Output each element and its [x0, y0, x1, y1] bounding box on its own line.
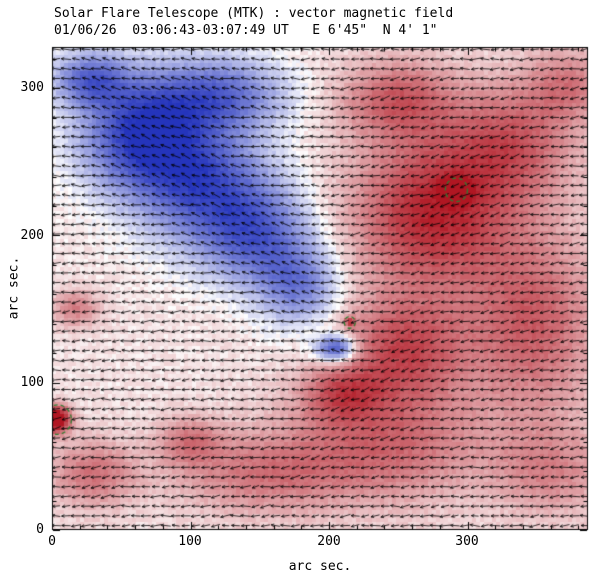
y-axis-title: arc sec. [6, 256, 22, 320]
x-axis-title: arc sec. [288, 559, 352, 574]
y-tick-label-100: 100 [20, 375, 44, 390]
x-tick-label-0: 0 [48, 534, 56, 549]
x-tick-label-100: 100 [178, 534, 202, 549]
y-tick-label-200: 200 [20, 228, 44, 243]
plot-subtitle: 01/06/26 03:06:43-03:07:49 UT E 6'45" N … [54, 23, 438, 38]
y-tick-label-300: 300 [20, 80, 44, 95]
x-tick-label-300: 300 [455, 534, 479, 549]
y-tick-label-0: 0 [36, 522, 44, 537]
plot-title: Solar Flare Telescope (MTK) : vector mag… [54, 6, 454, 21]
x-tick-label-200: 200 [317, 534, 341, 549]
